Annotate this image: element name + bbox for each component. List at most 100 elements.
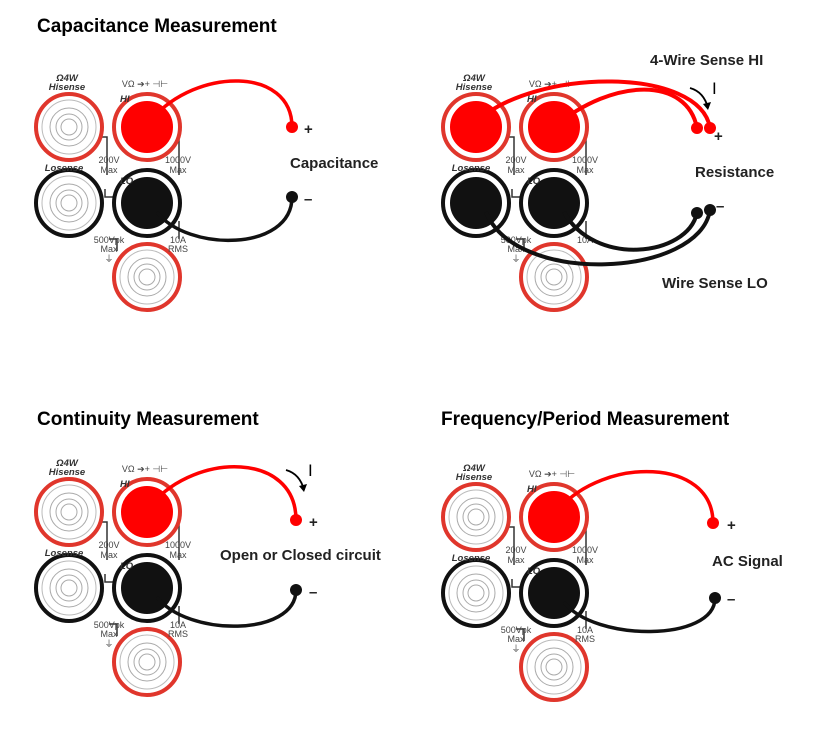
rms-label: RMS <box>168 629 188 639</box>
ground-icon: ⏚ <box>104 639 113 649</box>
hi-wire <box>552 87 699 129</box>
200v-label: 200V <box>98 540 119 550</box>
hisense-terminal <box>34 477 104 547</box>
losense-terminal <box>441 558 511 628</box>
plus-sign: + <box>727 517 736 534</box>
current-socket-ring <box>534 647 574 687</box>
hisense-terminal <box>441 482 511 552</box>
lo-wire <box>155 589 298 628</box>
lo-label: LO <box>120 561 134 572</box>
hisense-socket-ring <box>55 113 83 141</box>
panel-connector-lines <box>99 521 180 636</box>
minus-sign: – <box>727 591 735 608</box>
hi-socket <box>119 484 175 540</box>
hi-function-symbols: VΩ ➔+ ⊣⊢ <box>529 469 575 479</box>
1000v-label: 1000V <box>572 545 598 555</box>
max-label: Max <box>169 550 187 560</box>
losense-socket-ring <box>60 579 78 597</box>
losense-label: Losense <box>45 548 84 559</box>
black-probe-tip <box>709 592 721 604</box>
losense-socket-ring <box>456 573 496 613</box>
hi-label: HI <box>527 94 537 105</box>
minus-sign: – <box>304 191 312 208</box>
hisense-socket-ring <box>55 498 83 526</box>
hi-label: HI <box>527 484 537 495</box>
black-probe-tip <box>704 204 716 216</box>
current-socket-ring <box>540 653 568 681</box>
minus-sign: – <box>716 198 724 215</box>
200v-label: 200V <box>505 545 526 555</box>
panel-connector-lines <box>506 526 587 641</box>
hisense-socket-ring <box>60 118 78 136</box>
lo-wire <box>562 597 717 634</box>
plus-sign: + <box>714 128 723 145</box>
rms-label: RMS <box>575 634 595 644</box>
500vpk-label: 500Vpk <box>94 620 125 630</box>
max-label: Max <box>100 165 118 175</box>
max-label: Max <box>507 165 525 175</box>
sense-lo-wire <box>484 209 712 267</box>
max-label: Max <box>100 244 118 254</box>
losense-socket-ring <box>55 189 83 217</box>
sense-hi-wire <box>474 79 712 129</box>
current-socket-ring <box>540 263 568 291</box>
ground-icon: ⏚ <box>104 254 113 264</box>
current-socket-ring <box>127 642 167 682</box>
losense-terminal <box>441 168 511 238</box>
panel-title: Frequency/Period Measurement <box>441 409 730 430</box>
minus-sign: – <box>309 584 317 601</box>
losense-terminal <box>34 168 104 238</box>
10a-label: 10A <box>577 625 593 635</box>
hi-socket <box>526 489 582 545</box>
hi-function-symbols: VΩ ➔+ ⊣⊢ <box>122 464 168 474</box>
current-socket-ring <box>545 268 563 286</box>
hisense-socket-ring <box>462 503 490 531</box>
hisense-socket-ring <box>49 492 89 532</box>
red-probe-tip <box>691 122 703 134</box>
hi-socket <box>119 99 175 155</box>
current-arrow-head-icon <box>703 102 711 110</box>
500vpk-label: 500Vpk <box>94 235 125 245</box>
max-label: Max <box>100 629 118 639</box>
losense-terminal <box>34 553 104 623</box>
lo-label: LO <box>120 176 134 187</box>
current-socket-ring <box>138 268 156 286</box>
hi-terminal <box>519 482 589 552</box>
measurement-label: Capacitance <box>290 155 378 172</box>
hi-socket <box>526 99 582 155</box>
current-socket-ring <box>133 648 161 676</box>
red-probe-tip <box>707 517 719 529</box>
hi-terminal <box>112 477 182 547</box>
max-label: Max <box>169 165 187 175</box>
omega-4w-label: Ω4W <box>55 458 79 469</box>
ground-icon: ⏚ <box>511 254 520 264</box>
measurement-label: AC Signal <box>712 553 783 570</box>
hisense-label: Hisense <box>456 472 493 483</box>
hisense-label: Hisense <box>456 82 493 93</box>
200v-label: 200V <box>505 155 526 165</box>
500vpk-label: 500Vpk <box>501 625 532 635</box>
1000v-label: 1000V <box>165 540 191 550</box>
current-socket-ring <box>545 658 563 676</box>
omega-4w-label: Ω4W <box>462 73 486 84</box>
red-probe-tip <box>290 514 302 526</box>
1000v-label: 1000V <box>572 155 598 165</box>
10a-label: 10A <box>170 235 186 245</box>
hisense-label: Hisense <box>49 82 86 93</box>
panel-connector-lines <box>506 136 587 251</box>
plus-sign: + <box>309 514 318 531</box>
hisense-socket-ring <box>49 107 89 147</box>
hisense-label: Hisense <box>49 467 86 478</box>
current-socket-ring <box>138 653 156 671</box>
lo-wire <box>562 211 699 252</box>
1000v-label: 1000V <box>165 155 191 165</box>
hi-wire <box>150 465 298 521</box>
omega-4w-label: Ω4W <box>462 463 486 474</box>
hi-label: HI <box>120 94 130 105</box>
current-socket-ring <box>133 263 161 291</box>
hisense-terminal <box>34 92 104 162</box>
current-terminal <box>519 632 589 702</box>
